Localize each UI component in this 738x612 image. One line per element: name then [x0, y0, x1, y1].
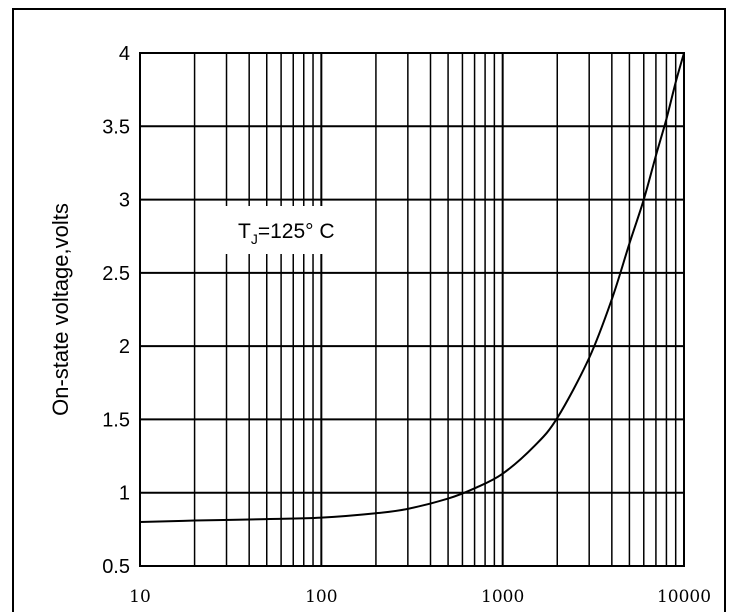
y-tick-label: 3.5: [102, 116, 130, 138]
y-tick-label: 3: [119, 190, 130, 212]
x-tick-label: 1000: [481, 587, 524, 607]
x-tick-label: 10000: [657, 587, 711, 607]
x-tick-labels: 10 100 1000 10000: [129, 587, 711, 607]
vertical-gridlines: [139, 53, 677, 566]
y-tick-label: 1.5: [102, 409, 130, 431]
y-tick-label: 2: [119, 336, 130, 358]
plot-border: [139, 52, 685, 567]
y-tick-label: 2.5: [102, 263, 130, 285]
annotation-sub: J: [251, 231, 258, 247]
annotation-text: TJ=125° C: [238, 220, 335, 247]
chart-frame: [12, 8, 726, 612]
horizontal-gridlines: [140, 52, 684, 567]
x-tick-label: 100: [305, 587, 337, 607]
series-line-0: [139, 52, 685, 524]
y-tick-label: 1: [119, 483, 130, 505]
y-tick-label: 4: [119, 43, 130, 65]
annotation-rest: =125° C: [258, 220, 335, 243]
annotation-main: T: [238, 220, 251, 243]
temperature-annotation: TJ=125° C: [224, 206, 374, 254]
y-tick-label: 0.5: [102, 556, 130, 578]
y-tick-labels: 0.5 1 1.5 2 2.5 3 3.5 4: [102, 43, 130, 578]
y-axis-label: On-state voltage,volts: [48, 203, 73, 416]
x-tick-label: 10: [129, 587, 151, 607]
